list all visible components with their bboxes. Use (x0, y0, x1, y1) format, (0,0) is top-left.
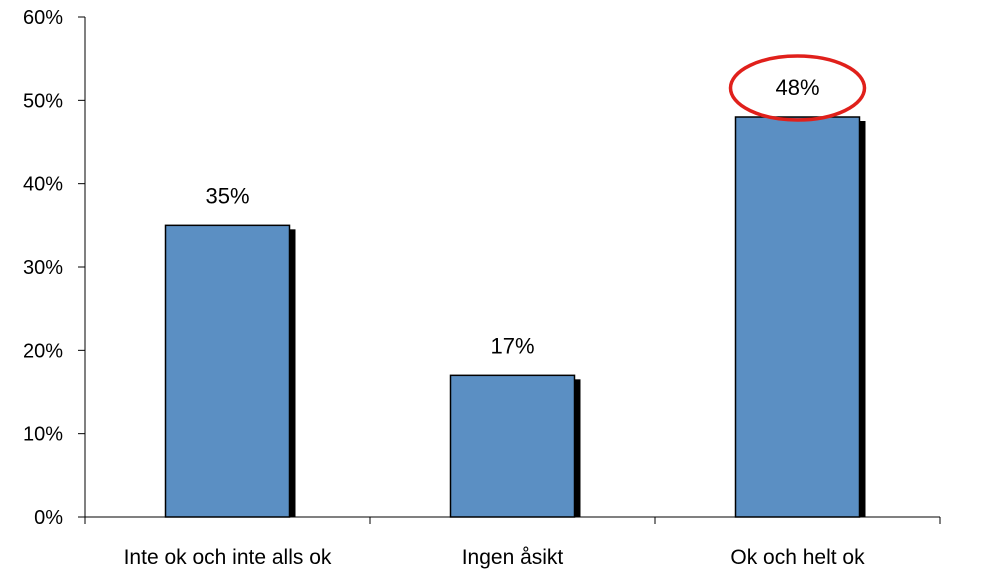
bar-0 (164, 224, 291, 518)
y-tick-label: 20% (23, 340, 63, 362)
y-tick-label: 10% (23, 424, 63, 446)
y-tick-label: 40% (23, 174, 63, 196)
y-tick-label: 60% (23, 7, 63, 29)
x-axis: Inte ok och inte alls ok Ingen åsikt Ok oc… (84, 516, 941, 569)
bar-2 (734, 116, 861, 518)
data-labels: 35% 17% 48% (205, 75, 819, 358)
highlight-ellipse (728, 54, 867, 122)
data-label-2: 48% (775, 75, 819, 100)
category-label-0: Inte ok och inte alls ok (124, 546, 332, 569)
bar-1 (449, 374, 576, 518)
highlight (728, 54, 867, 122)
category-label-1: Ingen åsikt (462, 546, 564, 569)
y-axis: 0% 10% 20% 30% 40% 50% 60% (23, 7, 86, 529)
y-tick-label: 50% (23, 90, 63, 112)
y-tick-label: 0% (34, 507, 63, 529)
data-label-0: 35% (205, 183, 249, 208)
y-tick-label: 30% (23, 257, 63, 279)
category-label-2: Ok och helt ok (730, 546, 865, 569)
bars (164, 116, 866, 518)
data-label-1: 17% (490, 333, 534, 358)
